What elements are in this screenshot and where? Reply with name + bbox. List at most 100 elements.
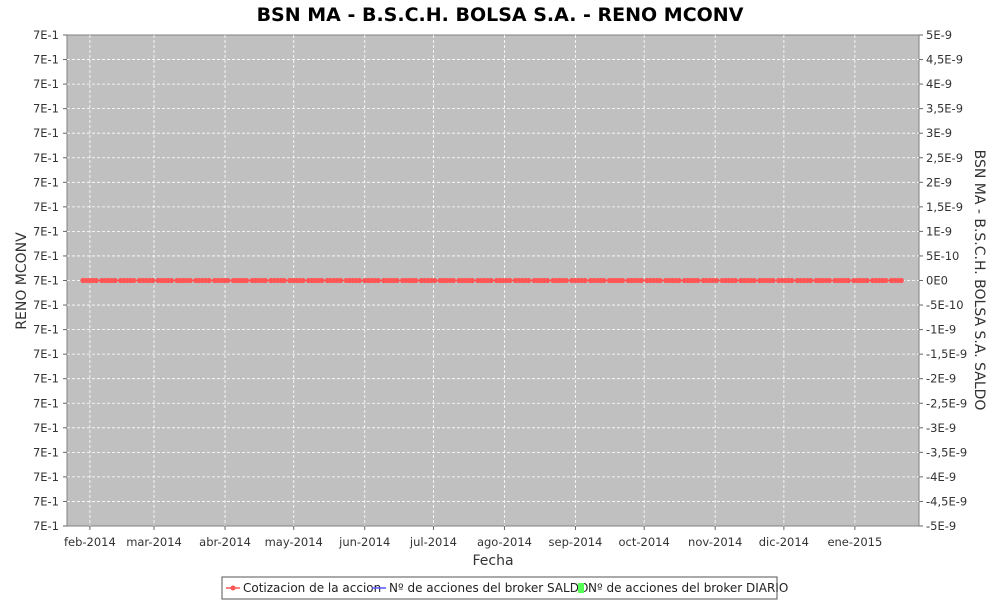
legend-swatch-diario <box>578 583 584 593</box>
y-right-tick-label: 2E-9 <box>926 175 952 189</box>
data-point-cotizacion <box>770 277 776 284</box>
data-point-cotizacion <box>657 277 663 284</box>
data-point-cotizacion <box>281 277 287 284</box>
data-point-cotizacion <box>676 277 682 284</box>
x-tick-label: sep-2014 <box>549 535 603 549</box>
data-point-cotizacion <box>413 277 419 284</box>
y-right-tick-label: -4E-9 <box>926 470 956 484</box>
y-left-tick-label: 7E-1 <box>33 445 59 459</box>
y-left-tick-label: 7E-1 <box>33 175 59 189</box>
data-point-cotizacion <box>845 277 851 284</box>
y-right-tick-label: 4E-9 <box>926 77 952 91</box>
legend-label-saldo: Nº de acciones del broker SALDO <box>389 581 588 595</box>
x-tick-label: abr-2014 <box>199 535 251 549</box>
y-left-tick-label: 7E-1 <box>33 298 59 312</box>
data-point-cotizacion <box>93 277 99 284</box>
data-point-cotizacion <box>225 277 231 284</box>
y-left-tick-label: 7E-1 <box>33 421 59 435</box>
y-left-tick-label: 7E-1 <box>33 28 59 42</box>
y-right-tick-label: -4,5E-9 <box>926 494 967 508</box>
data-point-cotizacion <box>469 277 475 284</box>
y-left-tick-label: 7E-1 <box>33 470 59 484</box>
data-point-cotizacion <box>112 277 118 284</box>
data-point-cotizacion <box>544 277 551 284</box>
y-right-tick-label: -3E-9 <box>926 421 956 435</box>
x-tick-label: ago-2014 <box>477 535 532 549</box>
data-point-cotizacion <box>526 277 532 284</box>
data-point-cotizacion <box>638 277 645 284</box>
left-axis: 7E-1 7E-1 7E-1 7E-1 7E-1 7E-1 7E-1 7E-1 7E-1 7E-1… <box>33 28 67 533</box>
series-layer <box>80 277 904 284</box>
x-axis-label: Fecha <box>472 553 513 569</box>
y-right-tick-label: 1,5E-9 <box>926 200 963 214</box>
data-point-cotizacion <box>300 277 306 284</box>
x-tick-label: mar-2014 <box>126 535 182 549</box>
y-right-tick-label: -2,5E-9 <box>926 396 967 410</box>
data-point-cotizacion <box>356 277 362 284</box>
y-axis-right-label: BSN MA - B.S.C.H. BOLSA S.A. SALDO <box>971 150 987 411</box>
x-tick-label: feb-2014 <box>64 535 116 549</box>
data-point-cotizacion <box>789 277 795 284</box>
y-right-tick-label: -1E-9 <box>926 323 956 337</box>
y-left-tick-label: 7E-1 <box>33 323 59 337</box>
x-tick-label: oct-2014 <box>619 535 670 549</box>
data-point-cotizacion <box>150 277 156 284</box>
x-axis: feb-2014 mar-2014 abr-2014 may-2014 jun-2014… <box>64 526 882 549</box>
y-left-tick-label: 7E-1 <box>33 77 59 91</box>
data-point-cotizacion <box>714 277 720 284</box>
x-tick-label: nov-2014 <box>688 535 742 549</box>
data-point-cotizacion <box>450 277 456 284</box>
data-point-cotizacion <box>582 277 588 284</box>
data-point-cotizacion <box>488 277 494 284</box>
data-point-cotizacion <box>732 277 739 284</box>
data-point-cotizacion <box>620 277 626 284</box>
data-point-cotizacion <box>206 277 212 284</box>
data-point-cotizacion <box>601 277 607 284</box>
data-point-cotizacion <box>751 277 757 284</box>
chart-title: BSN MA - B.S.C.H. BOLSA S.A. - RENO MCON… <box>257 4 744 26</box>
legend-label-diario: Nº de acciones del broker DIARIO <box>588 581 788 595</box>
y-left-tick-label: 7E-1 <box>33 102 59 116</box>
x-tick-label: jun-2014 <box>338 535 390 549</box>
legend-box <box>221 576 778 600</box>
y-right-tick-label: -5E-9 <box>926 519 956 533</box>
y-right-tick-label: 1E-9 <box>926 224 952 238</box>
x-tick-label: jul-2014 <box>409 535 457 549</box>
data-point-cotizacion <box>432 277 438 284</box>
x-tick-label: ene-2015 <box>827 535 882 549</box>
y-right-tick-label: -2E-9 <box>926 372 956 386</box>
y-left-tick-label: 7E-1 <box>33 224 59 238</box>
data-point-cotizacion <box>338 277 344 284</box>
data-point-cotizacion <box>375 277 381 284</box>
y-left-tick-label: 7E-1 <box>33 126 59 140</box>
y-right-tick-label: -5E-10 <box>926 298 964 312</box>
y-right-tick-label: 2,5E-9 <box>926 151 963 165</box>
data-point-cotizacion <box>394 277 400 284</box>
y-right-tick-label: -3,5E-9 <box>926 445 967 459</box>
y-left-tick-label: 7E-1 <box>33 53 59 67</box>
y-left-tick-label: 7E-1 <box>33 519 59 533</box>
y-right-tick-label: 4,5E-9 <box>926 53 963 67</box>
x-tick-label: dic-2014 <box>759 535 809 549</box>
data-point-cotizacion <box>695 277 701 284</box>
y-left-tick-label: 7E-1 <box>33 249 59 263</box>
data-point-cotizacion <box>864 277 870 284</box>
y-right-tick-label: 3,5E-9 <box>926 102 963 116</box>
legend-label-cotizacion: Cotizacion de la accion <box>243 581 381 595</box>
y-left-tick-label: 7E-1 <box>33 200 59 214</box>
data-point-cotizacion <box>168 277 174 284</box>
data-point-cotizacion <box>563 277 569 284</box>
data-point-cotizacion <box>187 277 193 284</box>
y-left-tick-label: 7E-1 <box>33 494 59 508</box>
legend: Cotizacion de la accion Nº de acciones d… <box>221 576 788 600</box>
data-point-cotizacion <box>808 277 814 284</box>
y-axis-left-label: RENO MCONV <box>14 232 30 330</box>
y-right-tick-label: 0E0 <box>926 274 948 288</box>
y-left-tick-label: 7E-1 <box>33 396 59 410</box>
data-point-cotizacion <box>826 277 833 284</box>
x-tick-label: may-2014 <box>265 535 323 549</box>
data-point-cotizacion <box>262 277 268 284</box>
y-right-tick-label: 5E-9 <box>926 28 952 42</box>
grid <box>67 35 919 526</box>
